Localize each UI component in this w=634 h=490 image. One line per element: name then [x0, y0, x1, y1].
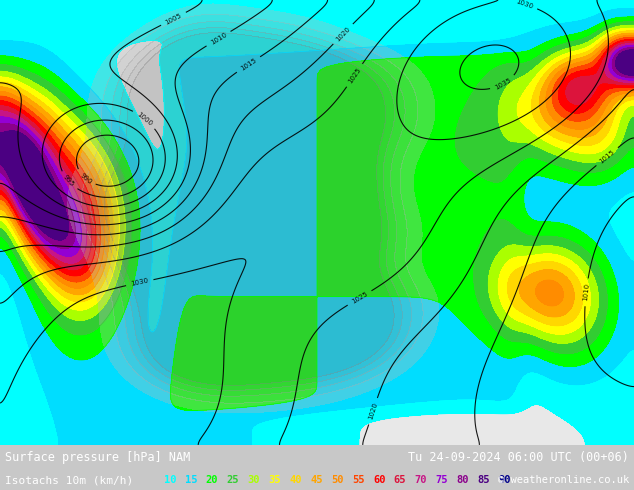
Text: 20: 20 — [205, 475, 218, 485]
Text: 995: 995 — [62, 174, 75, 188]
Text: 1025: 1025 — [347, 66, 362, 84]
Text: 1020: 1020 — [335, 25, 351, 43]
Text: 50: 50 — [331, 475, 344, 485]
Text: Isotachs 10m (km/h): Isotachs 10m (km/h) — [5, 475, 133, 485]
Text: 45: 45 — [310, 475, 323, 485]
Text: 1020: 1020 — [368, 402, 378, 420]
Text: © weatheronline.co.uk: © weatheronline.co.uk — [498, 475, 629, 485]
Text: 80: 80 — [456, 475, 469, 485]
Text: 35: 35 — [268, 475, 281, 485]
Text: 75: 75 — [436, 475, 448, 485]
Text: 15: 15 — [184, 475, 197, 485]
Text: 1000: 1000 — [136, 111, 153, 127]
Text: 1030: 1030 — [515, 0, 534, 10]
Text: 30: 30 — [247, 475, 260, 485]
Text: 55: 55 — [352, 475, 365, 485]
Text: 1035: 1035 — [494, 77, 512, 91]
Text: 60: 60 — [373, 475, 385, 485]
Text: 1015: 1015 — [239, 57, 257, 72]
Text: 1010: 1010 — [209, 31, 228, 46]
Text: 1005: 1005 — [164, 12, 183, 25]
Text: 65: 65 — [394, 475, 406, 485]
Text: 90: 90 — [498, 475, 511, 485]
Text: 1025: 1025 — [351, 291, 369, 305]
Text: 40: 40 — [289, 475, 302, 485]
Text: Surface pressure [hPa] NAM: Surface pressure [hPa] NAM — [5, 451, 190, 464]
Text: 1030: 1030 — [131, 278, 149, 288]
Text: 1015: 1015 — [598, 148, 616, 165]
Text: 25: 25 — [226, 475, 239, 485]
Text: 70: 70 — [415, 475, 427, 485]
Text: Tu 24-09-2024 06:00 UTC (00+06): Tu 24-09-2024 06:00 UTC (00+06) — [408, 451, 629, 464]
Text: 1010: 1010 — [582, 283, 590, 302]
Text: 10: 10 — [164, 475, 176, 485]
Text: 990: 990 — [79, 172, 93, 185]
Text: 85: 85 — [477, 475, 490, 485]
